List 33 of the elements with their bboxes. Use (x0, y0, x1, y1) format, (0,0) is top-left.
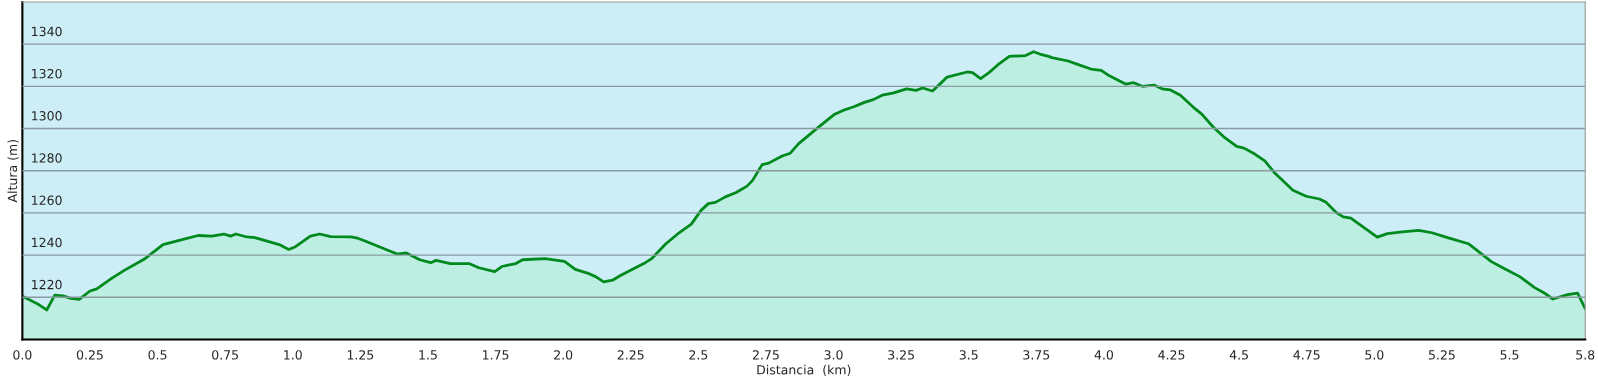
y-tick-label: 1240 (32, 237, 62, 248)
x-tick-label: 0.75 (212, 350, 238, 360)
x-tick-label: 1.0 (284, 350, 302, 360)
y-tick-label: 1220 (32, 279, 62, 290)
x-tick-label: 3.75 (1023, 350, 1050, 360)
x-tick-label: 5.8 (1576, 350, 1595, 360)
x-tick-label: 2.0 (554, 350, 573, 360)
x-tick-label: 2.75 (752, 350, 779, 360)
y-tick-label: 1300 (32, 111, 62, 121)
x-tick-label: 1.5 (419, 350, 437, 360)
x-tick-label: 1.25 (347, 350, 374, 360)
x-tick-label: 4.0 (1094, 350, 1114, 360)
x-tick-label: 5.5 (1500, 350, 1519, 360)
x-tick-label: 3.5 (959, 350, 978, 360)
y-tick-label: 1280 (32, 153, 62, 163)
x-tick-label: 0.25 (76, 350, 103, 360)
x-tick-label: 3.25 (888, 350, 914, 360)
y-tick-label: 1320 (32, 68, 62, 79)
x-axis-title: Distancia (km) (757, 364, 851, 376)
x-tick-label: 4.5 (1229, 350, 1248, 360)
x-tick-label: 1.75 (483, 350, 509, 360)
x-tick-label: 4.25 (1158, 350, 1185, 360)
y-axis-title: Altura (m) (7, 140, 19, 203)
x-tick-label: 3.0 (824, 350, 843, 360)
x-tick-label: 4.75 (1293, 350, 1320, 360)
x-tick-label: 0.5 (148, 350, 167, 360)
y-tick-label: 1340 (32, 26, 62, 37)
x-tick-label: 5.0 (1365, 350, 1384, 360)
x-tick-label: 2.25 (617, 350, 644, 360)
x-tick-label: 5.25 (1428, 350, 1455, 360)
x-tick-label: 0.0 (13, 350, 32, 360)
y-tick-label: 1260 (32, 195, 62, 205)
x-tick-label: 2.5 (689, 350, 708, 360)
